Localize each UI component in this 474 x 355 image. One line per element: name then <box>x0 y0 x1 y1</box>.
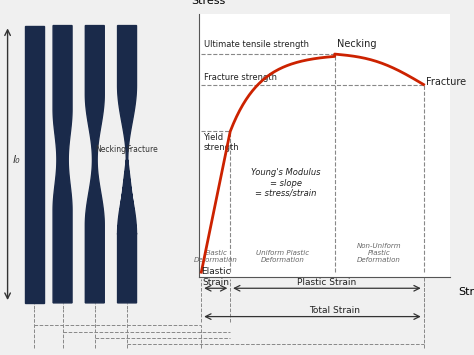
Text: Total Strain: Total Strain <box>309 306 360 315</box>
Text: Fracture strength: Fracture strength <box>203 73 276 82</box>
Text: Elastic
Strain: Elastic Strain <box>201 267 230 287</box>
Text: Yield
strength: Yield strength <box>203 133 239 152</box>
Text: Fracture: Fracture <box>426 77 466 87</box>
Polygon shape <box>118 160 137 303</box>
Text: Fracture: Fracture <box>126 145 158 154</box>
Text: Strain: Strain <box>458 288 474 297</box>
Text: l₀: l₀ <box>12 155 20 165</box>
Polygon shape <box>25 26 44 303</box>
Text: Necking: Necking <box>96 145 127 154</box>
Text: Stress: Stress <box>191 0 226 6</box>
Text: Ultimate tensile strength: Ultimate tensile strength <box>203 40 309 49</box>
Polygon shape <box>118 26 137 160</box>
Polygon shape <box>53 26 72 303</box>
Text: Necking: Necking <box>337 39 376 49</box>
Text: Elastic
Deformation: Elastic Deformation <box>194 250 237 263</box>
Polygon shape <box>85 26 104 303</box>
Text: Uniform Plastic
Deformation: Uniform Plastic Deformation <box>256 250 309 263</box>
Text: Non-Uniform
Plastic
Deformation: Non-Uniform Plastic Deformation <box>357 243 401 263</box>
Text: Plastic Strain: Plastic Strain <box>297 278 356 287</box>
Text: Young's Modulus
= slope
= stress/strain: Young's Modulus = slope = stress/strain <box>251 168 320 198</box>
